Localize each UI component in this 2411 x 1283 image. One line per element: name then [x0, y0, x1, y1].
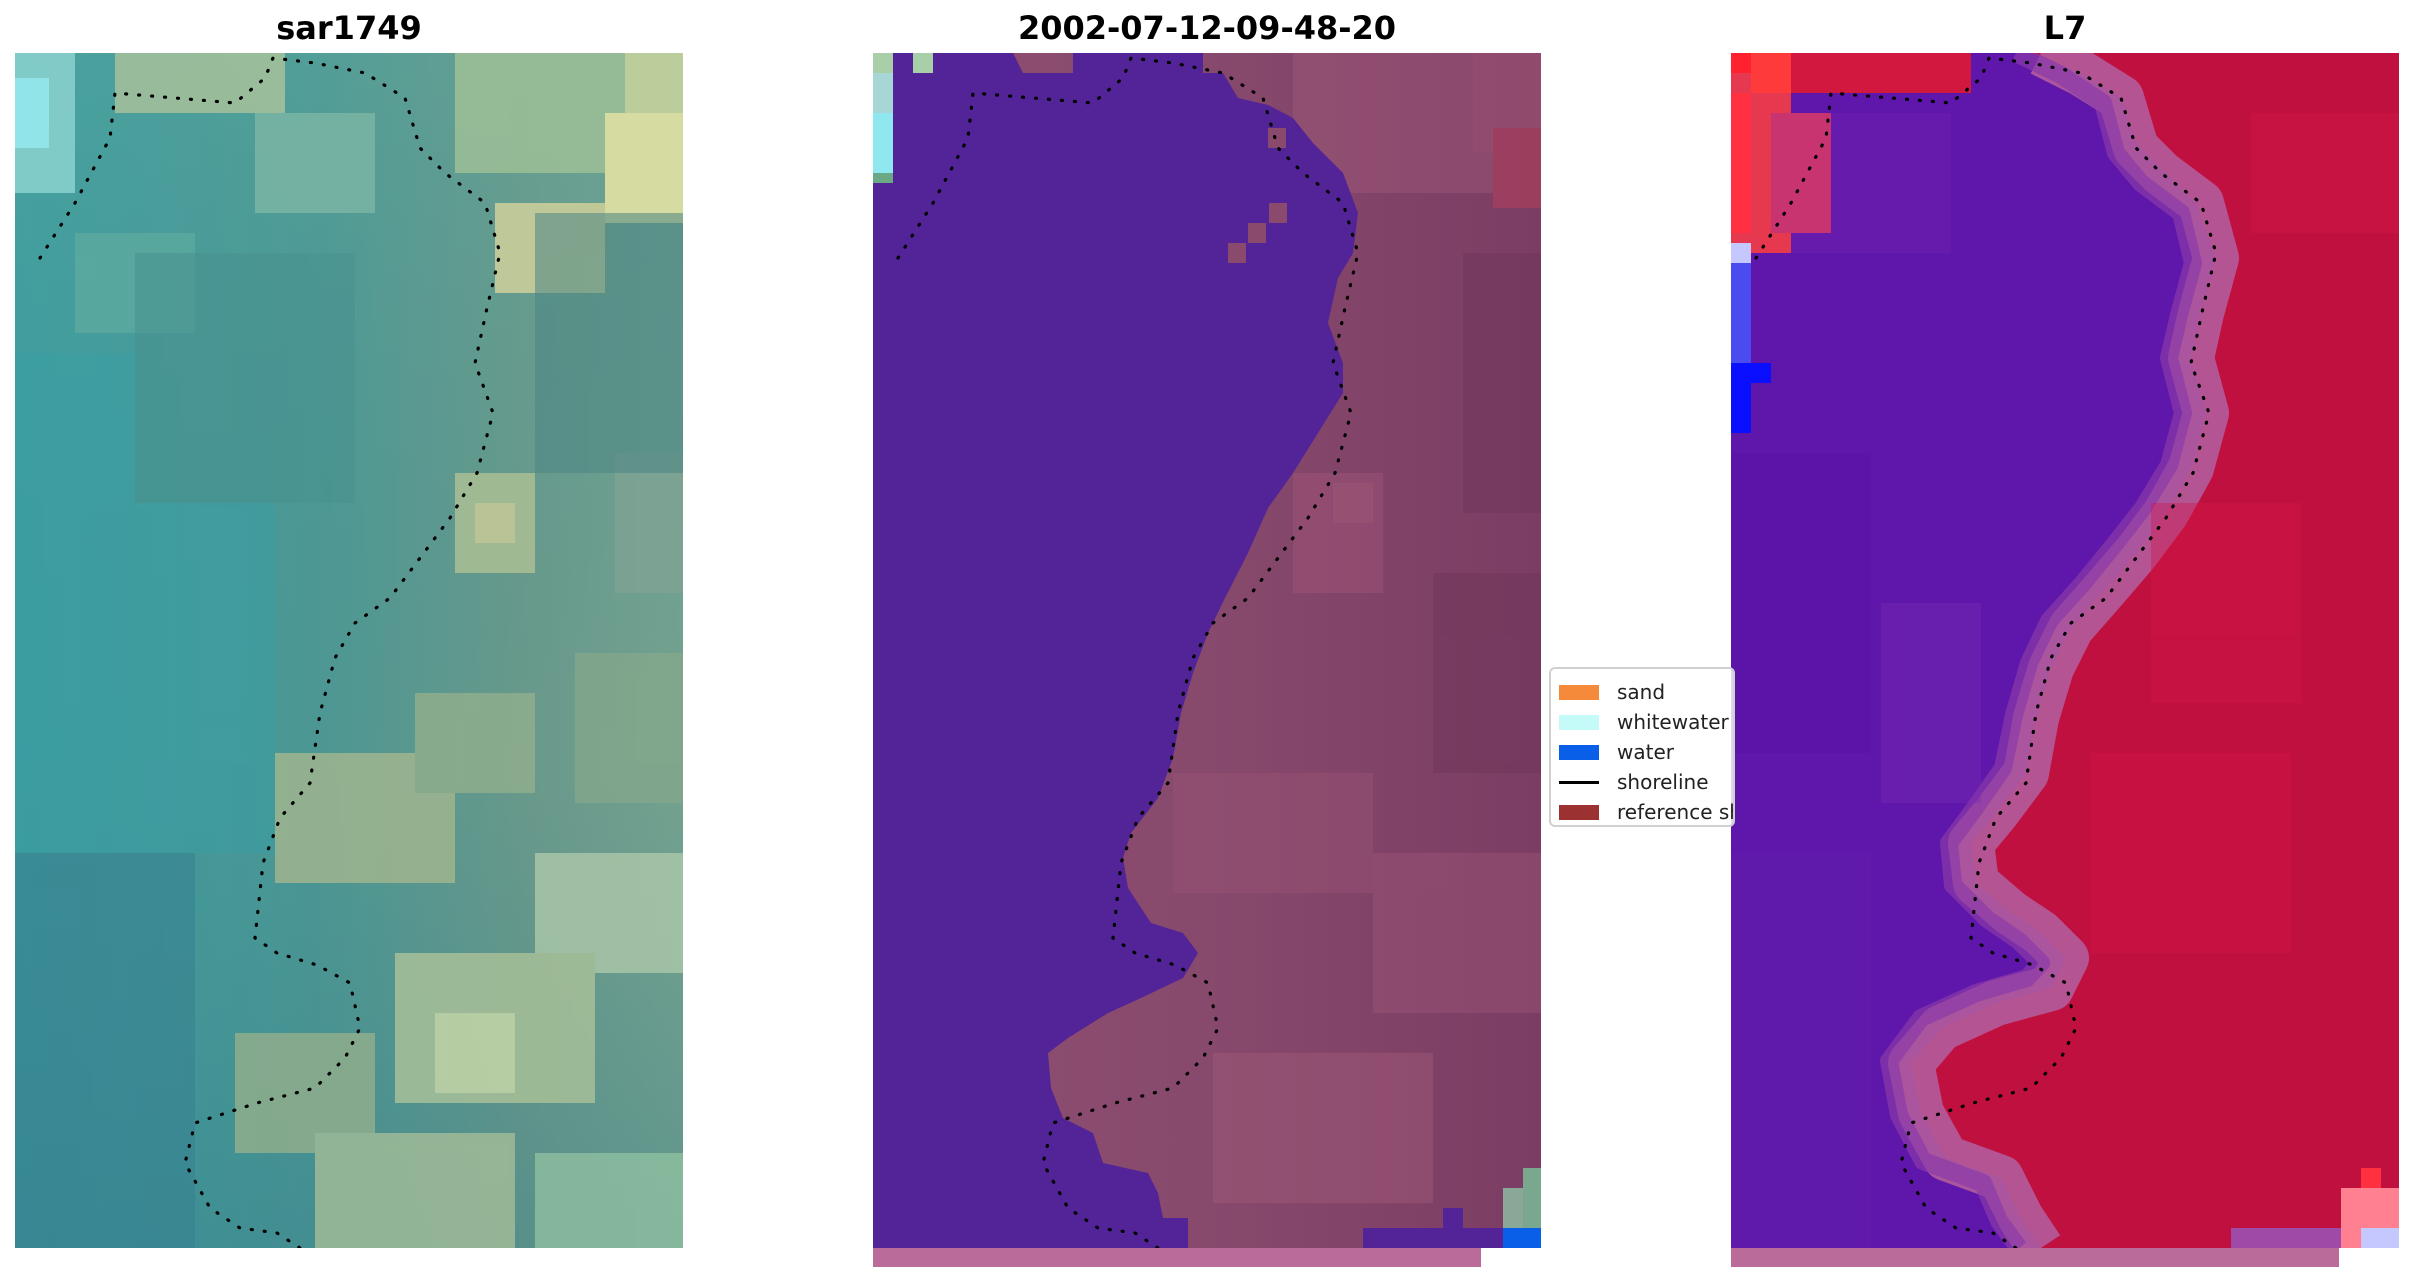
legend-label: sand	[1617, 680, 1666, 704]
shoreline-line-icon	[1559, 781, 1599, 784]
legend-item-whitewater: whitewater	[1551, 707, 1733, 737]
rgb-image-panel	[15, 53, 683, 1248]
classified-image	[873, 53, 1541, 1248]
index-image	[1731, 53, 2399, 1248]
legend-item-water: water	[1551, 737, 1733, 767]
legend-item-shoreline: shoreline	[1551, 767, 1733, 797]
legend-label: whitewater	[1617, 710, 1729, 734]
legend-item-reference-shoreline: reference shoreline	[1551, 797, 1733, 825]
panel-title-sar1749: sar1749	[276, 9, 422, 47]
reference-shoreline-swatch	[1559, 805, 1599, 820]
legend-label: reference shoreline	[1617, 800, 1733, 824]
rgb-image	[15, 53, 683, 1248]
panel-title-l7: L7	[2043, 9, 2087, 47]
water-swatch	[1559, 745, 1599, 760]
legend-label: shoreline	[1617, 770, 1709, 794]
legend-label: water	[1617, 740, 1674, 764]
index-image-panel	[1731, 53, 2399, 1248]
legend-item-sand: sand	[1551, 677, 1733, 707]
whitewater-swatch	[1559, 715, 1599, 730]
bottom-strip	[1731, 1248, 2339, 1267]
legend: sand whitewater water shoreline referenc…	[1549, 667, 1735, 827]
sand-swatch	[1559, 685, 1599, 700]
classified-image-panel	[873, 53, 1541, 1248]
bottom-strip	[873, 1248, 1481, 1267]
panel-title-date: 2002-07-12-09-48-20	[1017, 9, 1397, 47]
